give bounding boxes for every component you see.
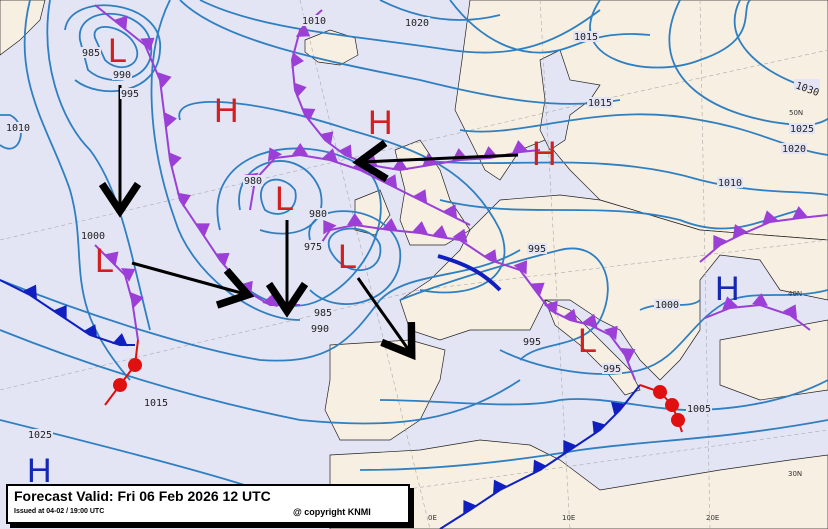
isobar-label: 975 (304, 242, 322, 253)
isobar-label-bg (80, 230, 106, 241)
isobar-label: 995 (121, 89, 139, 100)
isobar-label-bg (308, 208, 328, 219)
warm-front (639, 384, 685, 433)
low-pressure-center: L (578, 322, 597, 360)
isobar-label: 1025 (28, 430, 52, 441)
forecast-caption-box: Forecast Valid: Fri 06 Feb 2026 12 UTC I… (6, 484, 410, 524)
baltic-sea (539, 49, 601, 151)
isobar-label: 1025 (790, 124, 814, 135)
cold-front (0, 279, 135, 347)
isobar-label: 995 (528, 244, 546, 255)
isobar-label-bg (313, 307, 333, 318)
isobar-label: 1020 (782, 144, 806, 155)
isobar-label: 1010 (302, 16, 326, 27)
movement-arrow (356, 277, 410, 352)
isobar-label: 990 (113, 70, 131, 81)
cold-front (439, 384, 641, 529)
isobar-label-bg (5, 122, 31, 133)
warm-front (104, 339, 142, 406)
forecast-valid-title: Forecast Valid: Fri 06 Feb 2026 12 UTC (14, 488, 271, 504)
isobar-label: 985 (314, 308, 332, 319)
isobar-label-bg (243, 175, 263, 186)
isobar-label: 995 (523, 337, 541, 348)
isobar-label: 1015 (144, 398, 168, 409)
pressure-centers: L L L L L H H H H H (27, 32, 740, 490)
movement-arrow (362, 155, 519, 162)
isobar-label: 1005 (687, 404, 711, 415)
cold-front-segment (437, 254, 502, 292)
low-pressure-center: L (95, 242, 114, 280)
graticule-labels: 50N 40N 30N 0E 10E 20E (428, 109, 803, 522)
isobar-label: 980 (309, 209, 327, 220)
isobar-label-bg (602, 363, 622, 374)
isobar-label-bg (303, 241, 323, 252)
greenland (0, 0, 46, 56)
isobar-label: 995 (603, 364, 621, 375)
isobar-label: 1000 (81, 231, 105, 242)
isobar-label-bg (81, 47, 101, 58)
isobar-label-bg (587, 97, 613, 108)
high-pressure-center: H (532, 135, 557, 173)
low-pressure-center: L (338, 238, 357, 276)
isobar-label-bg (794, 79, 820, 90)
isobar-label-bg (527, 243, 547, 254)
isobar-label-bg (522, 336, 542, 347)
isobar-label: 1020 (405, 18, 429, 29)
isobar-label-bg (112, 69, 132, 80)
issued-time: Issued at 04-02 / 19:00 UTC (14, 508, 105, 515)
isobar-label-bg (781, 143, 807, 154)
graticule-label: 50N (789, 109, 803, 117)
graticule-label: 10E (562, 514, 575, 522)
occluded-front (699, 206, 828, 263)
occluded-front (704, 293, 811, 331)
isobar-label-bg (789, 123, 815, 134)
occluded-front (244, 143, 471, 226)
graticule-label: 40N (788, 290, 802, 298)
isobar-label: 985 (82, 48, 100, 59)
isobar-label-bg (143, 397, 169, 408)
isobar-label: 980 (244, 176, 262, 187)
low-pressure-center: L (275, 180, 294, 218)
isobar-label-bg (654, 299, 680, 310)
movement-arrows (120, 85, 519, 352)
weather-fronts (0, 4, 828, 529)
occluded-front (317, 213, 636, 381)
low-pressure-center: L (108, 32, 127, 70)
high-pressure-center: H (214, 92, 239, 130)
isobar-label-bg (310, 323, 330, 334)
graticule-label: 0E (428, 514, 437, 522)
isobar-label-bg (573, 31, 599, 42)
occluded-front (94, 244, 144, 341)
isobar-label-bg (120, 88, 140, 99)
isobar-label: 1015 (588, 98, 612, 109)
high-pressure-center: H (368, 104, 393, 142)
isobar-label: 1010 (718, 178, 742, 189)
isobar-label: 1015 (574, 32, 598, 43)
isobar-label-bg (717, 177, 743, 188)
isobar-label: 990 (311, 324, 329, 335)
movement-arrow (131, 261, 245, 294)
graticule-label: 20E (706, 514, 719, 522)
isobar-label: 1010 (6, 123, 30, 134)
copyright-notice: @ copyright KNMI (293, 507, 371, 517)
high-pressure-center: H (715, 270, 740, 308)
isobar-label-bg (27, 429, 53, 440)
isobar-label: 1000 (655, 300, 679, 311)
high-pressure-center: H (27, 452, 52, 490)
graticule-label: 30N (788, 470, 802, 478)
isobar-label-bg (686, 403, 712, 414)
isobar-label-bg (404, 17, 430, 28)
isobar-label-bg (301, 15, 327, 26)
